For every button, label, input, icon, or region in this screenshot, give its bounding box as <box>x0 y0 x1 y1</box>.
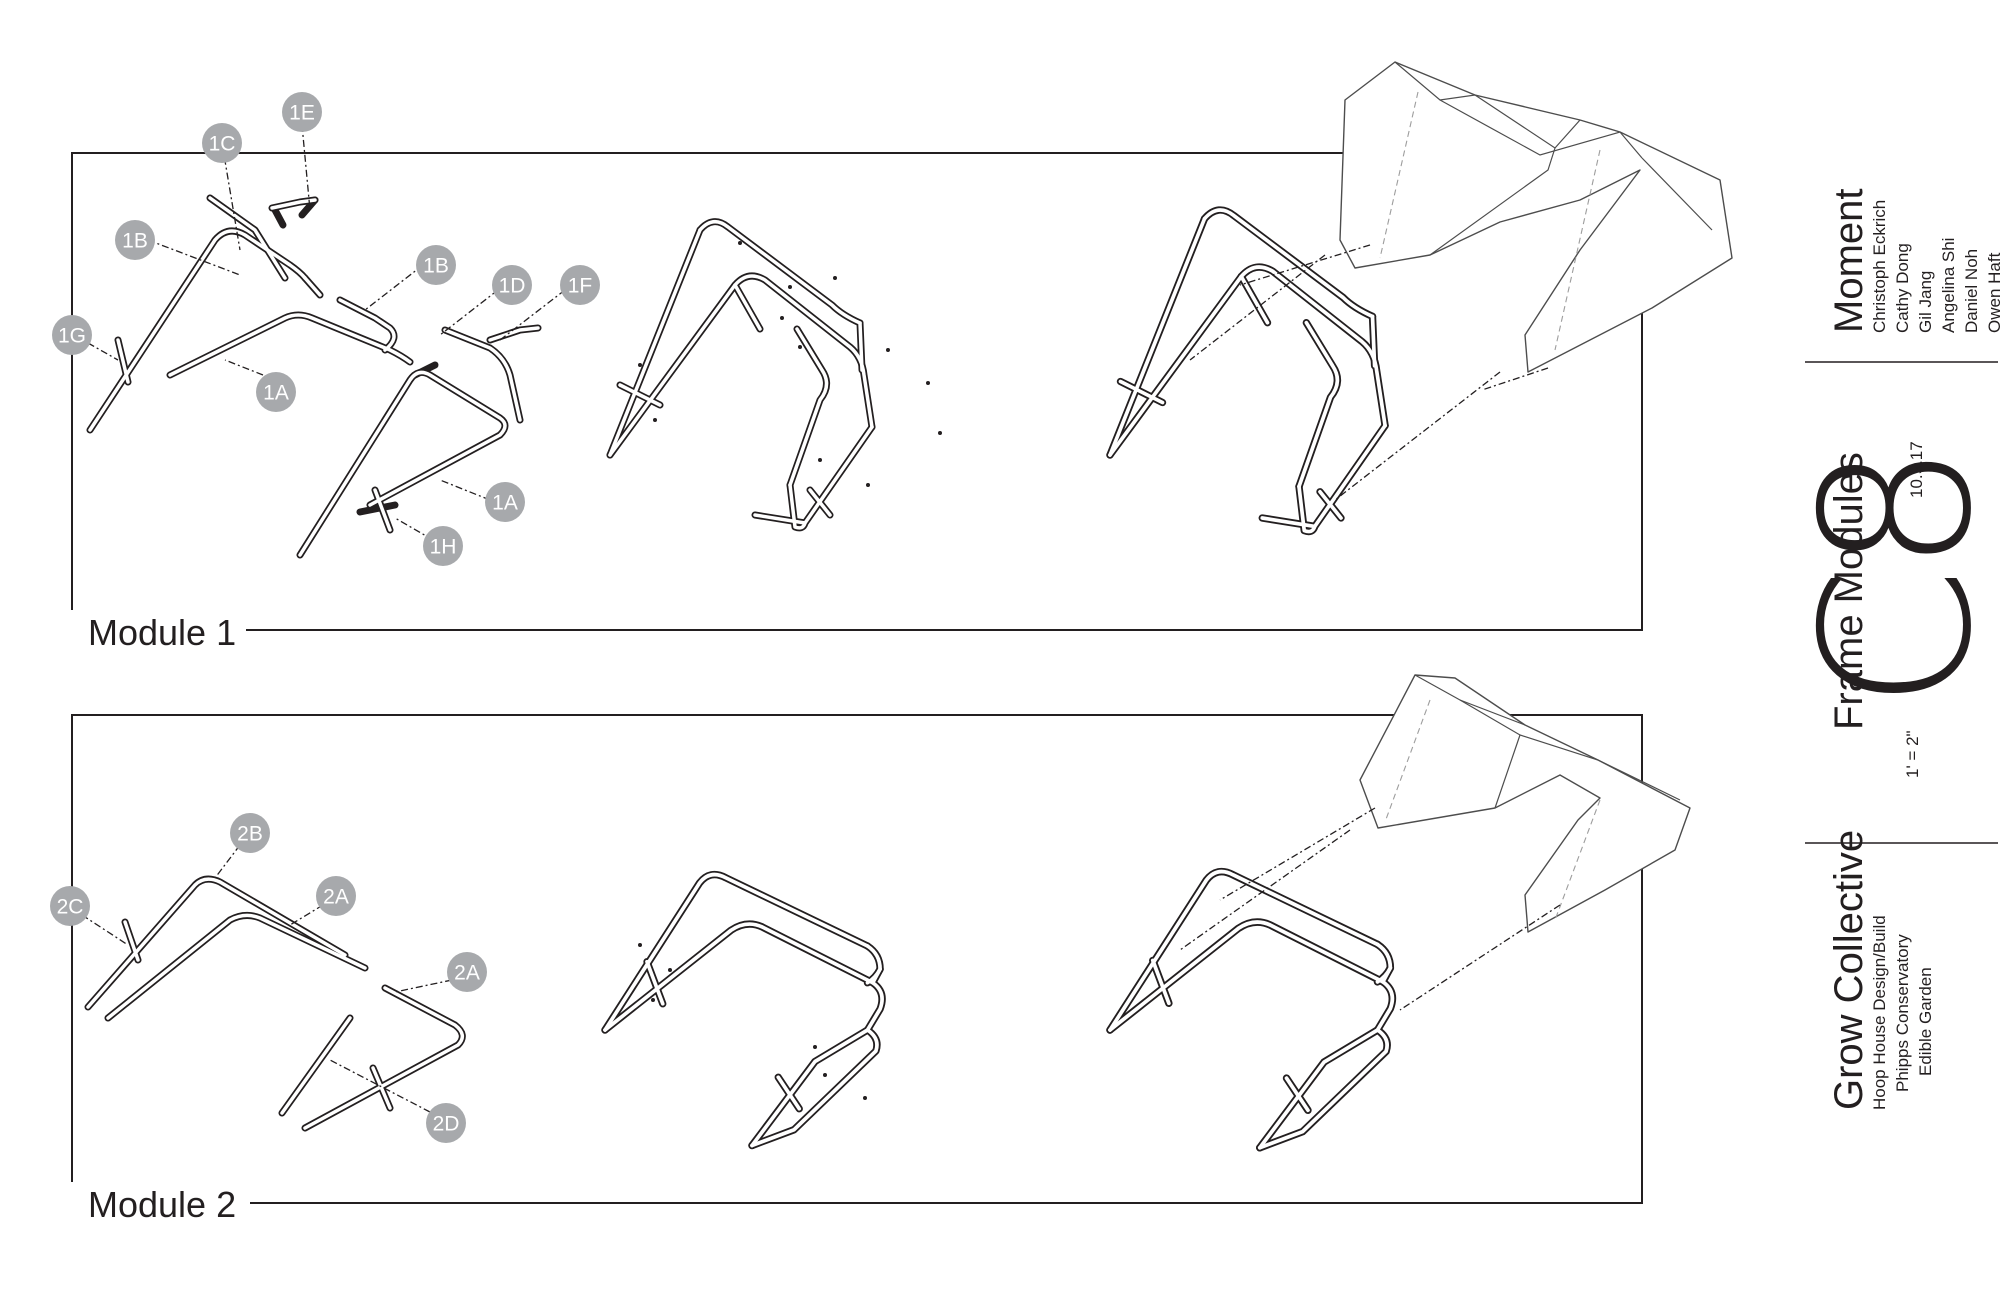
project-line: Hoop House Design/Build <box>1870 915 1889 1110</box>
team-member: Daniel Noh <box>1962 249 1981 333</box>
team-member: Gil Jang <box>1916 271 1935 333</box>
module-2-callout-leaders <box>81 844 453 1113</box>
svg-text:2A: 2A <box>323 886 349 909</box>
svg-text:1C: 1C <box>209 133 236 156</box>
svg-text:1H: 1H <box>430 536 457 559</box>
callout-bubble: 1A <box>485 482 525 522</box>
title-block: Moment Christoph Eckrich Cathy Dong Gil … <box>1779 189 2012 1111</box>
module-1-panel: Module 1 <box>52 61 1733 656</box>
module-2-exploded-frame <box>84 875 466 1132</box>
sheet-block: Frame Modules C8 10.9.17 1' = 2" <box>1779 441 2012 778</box>
svg-text:2C: 2C <box>57 896 84 919</box>
project-line: Phipps Conservatory <box>1893 934 1912 1092</box>
callout-bubble: 1A <box>256 372 296 412</box>
sheet-number: C8 <box>1779 448 2012 710</box>
callout-bubble: 2D <box>426 1103 466 1143</box>
module-2-assembly-frame <box>605 875 882 1146</box>
module-1-label: Module 1 <box>88 612 236 653</box>
callout-bubble: 1C <box>202 123 242 163</box>
svg-text:1A: 1A <box>263 382 289 405</box>
project-line: Edible Garden <box>1916 967 1935 1076</box>
module-2-callouts: 2B 2A 2C 2A 2D <box>50 813 487 1143</box>
module-1-assembly-frame <box>610 222 942 528</box>
svg-text:1G: 1G <box>58 325 86 348</box>
callout-bubble: 1D <box>492 265 532 305</box>
svg-text:2D: 2D <box>433 1113 460 1136</box>
callout-bubble: 2C <box>50 886 90 926</box>
module-1-callout-leaders <box>87 124 566 541</box>
team-title: Moment <box>1827 189 1871 334</box>
callout-bubble: 1F <box>560 265 600 305</box>
team-member: Angelina Shi <box>1939 238 1958 333</box>
svg-text:2A: 2A <box>454 962 480 985</box>
module-1-frame-border <box>71 152 1643 631</box>
module-2-panel: Module 2 <box>50 674 1691 1228</box>
module-2-label: Module 2 <box>88 1184 236 1225</box>
callout-bubble: 1G <box>52 315 92 355</box>
sheet-scale: 1' = 2" <box>1903 730 1922 778</box>
svg-text:1E: 1E <box>289 102 315 125</box>
svg-text:1B: 1B <box>423 255 449 278</box>
project-block: Grow Collective Hoop House Design/Build … <box>1827 830 1935 1110</box>
svg-text:2B: 2B <box>237 823 263 846</box>
svg-text:1F: 1F <box>568 275 593 298</box>
team-member: Cathy Dong <box>1893 243 1912 333</box>
module-2-frame-border <box>71 714 1643 1204</box>
callout-bubble: 1E <box>282 92 322 132</box>
module-1-exploded-frame <box>86 194 542 559</box>
module-2-cover <box>1179 674 1691 1011</box>
svg-text:1B: 1B <box>122 230 148 253</box>
module-2-full-assembly <box>1110 872 1392 1148</box>
callout-bubble: 2A <box>316 876 356 916</box>
team-member: Owen Haft <box>1985 252 2004 333</box>
team-member: Christoph Eckrich <box>1870 200 1889 333</box>
team-block: Moment Christoph Eckrich Cathy Dong Gil … <box>1827 189 2004 334</box>
callout-bubble: 2B <box>230 813 270 853</box>
callout-bubble: 1H <box>423 526 463 566</box>
module-1-full-assembly <box>1110 210 1385 532</box>
svg-text:1D: 1D <box>499 275 526 298</box>
module-1-callouts: 1E 1C 1B 1B 1D 1F 1G 1A 1A 1H <box>52 92 600 566</box>
sheet-date: 10.9.17 <box>1907 441 1926 498</box>
project-group: Grow Collective <box>1827 830 1871 1110</box>
callout-bubble: 1B <box>115 220 155 260</box>
module-1-cover <box>1189 61 1733 501</box>
callout-bubble: 2A <box>447 952 487 992</box>
svg-text:1A: 1A <box>492 492 518 515</box>
callout-bubble: 1B <box>416 245 456 285</box>
sheet-name: Frame Modules <box>1827 452 1871 730</box>
